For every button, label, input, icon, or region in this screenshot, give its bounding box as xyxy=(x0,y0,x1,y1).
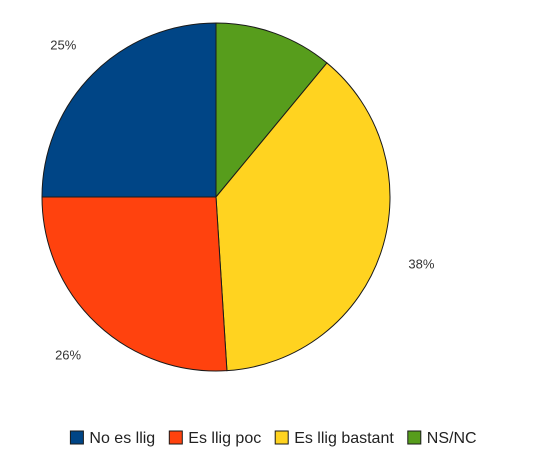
legend-label-es-llig-bastant: Es llig bastant xyxy=(294,430,394,447)
legend-swatch-es-llig-bastant xyxy=(274,430,289,445)
legend-label-es-llig-poc: Es llig poc xyxy=(188,430,261,447)
pie-slice-ns-nc xyxy=(215,22,328,199)
pie-slice-es-llig-poc xyxy=(41,196,228,372)
chart-legend: No es llig Es llig poc Es llig bastant NS/N… xyxy=(69,430,477,447)
legend-swatch-ns-nc xyxy=(407,430,422,445)
pie-label-es-llig-bastant: 38% xyxy=(408,257,434,272)
pie-label-ns-nc: 11% xyxy=(277,0,302,2)
pie-label-no-es-llig: 25% xyxy=(50,37,76,52)
pie-label-es-llig-poc: 26% xyxy=(55,348,81,363)
pie-percent-labels: 11% 38% 26% 25% xyxy=(50,0,435,363)
pie-slice-es-llig-bastant xyxy=(215,62,391,372)
pie-slices xyxy=(41,22,391,372)
legend-label-ns-nc: NS/NC xyxy=(427,430,477,447)
legend-label-no-es-llig: No es llig xyxy=(89,430,155,447)
legend-swatch-no-es-llig xyxy=(69,430,84,445)
pie-slice-no-es-llig xyxy=(41,22,217,198)
legend-swatch-es-llig-poc xyxy=(168,430,183,445)
